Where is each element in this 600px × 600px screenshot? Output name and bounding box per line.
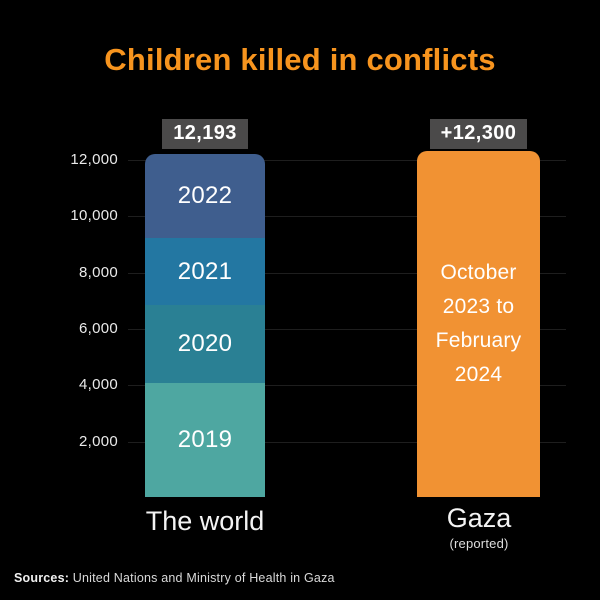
gridline-8000 <box>128 273 566 274</box>
world-total-badge: 12,193 <box>162 119 248 149</box>
world-total-badge-wrap: 12,193 <box>145 119 265 149</box>
gaza-period-label: October 2023 to February 2024 <box>435 260 522 386</box>
y-tick-label-8000: 8,000 <box>78 264 118 282</box>
gaza-total-badge-wrap: +12,300 <box>417 119 540 149</box>
sources-note: Sources: United Nations and Ministry of … <box>14 571 335 585</box>
gridline-10000 <box>128 216 566 217</box>
segment-year-label-2021: 2021 <box>177 257 233 285</box>
gaza-axis-sublabel: (reported) <box>449 536 509 551</box>
gridline-6000 <box>128 329 566 330</box>
y-tick-label-10000: 10,000 <box>70 207 118 225</box>
world-stacked-bar: 2022 2021 2020 2019 <box>145 153 265 497</box>
gridline-4000 <box>128 385 566 386</box>
segment-year-label-2019: 2019 <box>177 426 233 454</box>
gaza-total-badge: +12,300 <box>429 119 528 149</box>
segment-year-label-2020: 2020 <box>177 330 233 358</box>
sources-prefix: Sources: <box>14 571 70 585</box>
gaza-bar: October 2023 to February 2024 <box>417 150 540 497</box>
segment-year-label-2022: 2022 <box>177 181 233 209</box>
y-tick-label-6000: 6,000 <box>78 320 118 338</box>
gaza-axis-label: Gaza (reported) <box>403 503 555 551</box>
world-segment-2022: 2022 <box>145 153 265 238</box>
sources-text: United Nations and Ministry of Health in… <box>72 571 335 585</box>
world-segment-2021: 2021 <box>145 237 265 306</box>
y-tick-label-4000: 4,000 <box>78 376 118 394</box>
world-segment-2019: 2019 <box>145 383 265 497</box>
world-segment-2020: 2020 <box>145 305 265 384</box>
gridline-2000 <box>128 442 566 443</box>
gaza-axis-label-text: Gaza <box>446 503 512 533</box>
chart-title: Children killed in conflicts <box>104 42 496 77</box>
gridline-12000 <box>128 160 566 161</box>
y-tick-label-2000: 2,000 <box>78 433 118 451</box>
y-tick-label-12000: 12,000 <box>70 151 118 169</box>
world-axis-label: The world <box>145 506 265 536</box>
